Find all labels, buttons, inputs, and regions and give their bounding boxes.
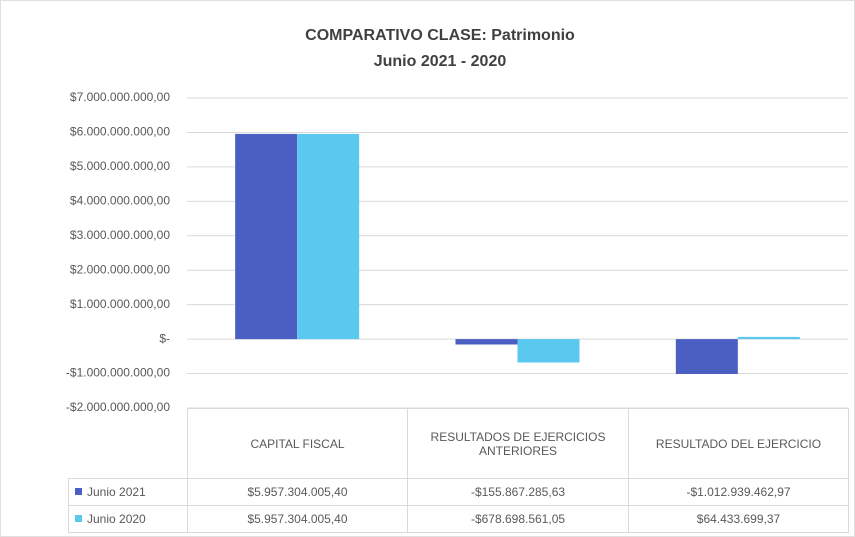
bar [737,336,800,340]
legend-label: Junio 2021 [87,485,146,499]
data-label: -$1.012.939.462,97 [628,478,849,506]
y-tick-label: $4.000.000.000,00 [70,194,170,208]
data-label: $5.957.304.005,40 [187,478,408,506]
data-label: -$678.698.561,05 [407,505,629,533]
table-corner [68,408,188,479]
y-tick-label: -$1.000.000.000,00 [66,366,170,380]
bar [675,339,738,375]
legend-entry: Junio 2021 [68,478,188,506]
x-tick-label: RESULTADOS DE EJERCICIOS ANTERIORES [407,408,629,479]
bar [455,339,518,345]
chart-subtitle: Junio 2021 - 2020 [374,53,507,70]
data-table: CAPITAL FISCAL RESULTADOS DE EJERCICIOS A… [68,408,849,533]
chart-title: COMPARATIVO CLASE: Patrimonio [305,27,575,44]
table-header-row: CAPITAL FISCAL RESULTADOS DE EJERCICIOS A… [68,408,849,479]
data-label: $5.957.304.005,40 [187,505,408,533]
data-label: $64.433.699,37 [628,505,849,533]
legend-swatch [75,488,82,495]
data-label: -$155.867.285,63 [407,478,629,506]
x-tick-label: CAPITAL FISCAL [187,408,408,479]
legend-swatch [75,515,82,522]
y-tick-label: $- [159,331,170,345]
bar [235,133,298,340]
table-row: Junio 2021 $5.957.304.005,40 -$155.867.285… [68,478,849,506]
legend-entry: Junio 2020 [68,505,188,533]
y-tick-label: $3.000.000.000,00 [70,228,170,242]
bar [297,133,360,340]
y-tick-label: $2.000.000.000,00 [70,262,170,276]
y-tick-label: $6.000.000.000,00 [70,125,170,139]
table-row: Junio 2020 $5.957.304.005,40 -$678.698.561… [68,505,849,533]
bar [517,339,580,363]
x-tick-label: RESULTADO DEL EJERCICIO [628,408,849,479]
y-tick-label: $1.000.000.000,00 [70,297,170,311]
y-tick-label: $5.000.000.000,00 [70,159,170,173]
legend-label: Junio 2020 [87,512,146,526]
y-tick-label: $7.000.000.000,00 [70,90,170,104]
